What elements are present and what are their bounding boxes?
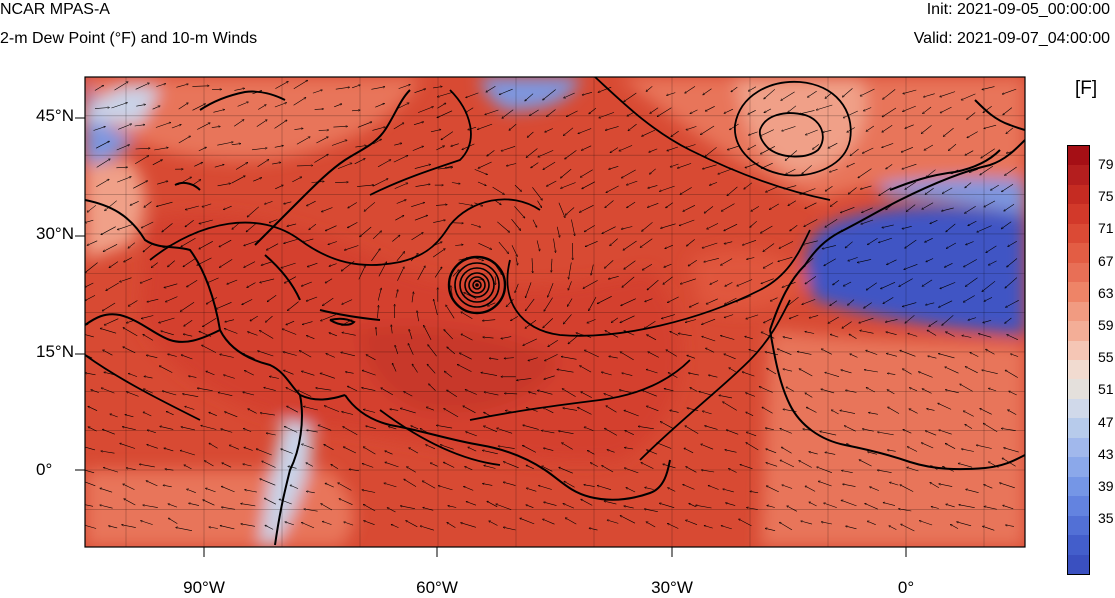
colorbar-segment [1068,204,1089,223]
lat-label-45n: 45°N [36,106,74,126]
colorbar-segment [1068,555,1089,574]
map-field [79,77,1025,549]
lon-label-30w: 30°W [651,578,693,598]
dewpoint-region [760,330,1025,547]
colorbar-tick-label: 51 [1098,381,1114,397]
colorbar-tick-label: 43 [1098,446,1114,462]
colorbar-segment [1068,496,1089,515]
colorbar-tick-label: 59 [1098,317,1114,333]
hurricane-center [475,283,479,287]
colorbar-segment [1068,360,1089,379]
lat-label-30n: 30°N [36,224,74,244]
colorbar-tick-label: 55 [1098,349,1114,365]
dewpoint-region [85,470,354,547]
colorbar-segment [1068,399,1089,418]
colorbar-segment [1068,341,1089,360]
colorbar-segment [1068,535,1089,554]
colorbar-tick-label: 71 [1098,220,1114,236]
colorbar-segment [1068,477,1089,496]
colorbar-tick-label: 79 [1098,156,1114,172]
lon-label-90w: 90°W [183,578,225,598]
lat-label-0: 0° [36,460,52,480]
colorbar-tick-label: 67 [1098,253,1114,269]
colorbar-tick-label: 35 [1098,510,1114,526]
colorbar-segment [1068,457,1089,476]
colorbar-segment [1068,185,1089,204]
colorbar-segment [1068,379,1089,398]
lon-label-60w: 60°W [416,578,458,598]
colorbar-segment [1068,146,1089,165]
colorbar-segment [1068,282,1089,301]
plot-subtitle: 2-m Dew Point (°F) and 10-m Winds [0,30,257,48]
colorbar-segment [1068,418,1089,437]
colorbar-segment [1068,321,1089,340]
plot-title: NCAR MPAS-A [0,1,110,19]
colorbar-segment [1068,243,1089,262]
colorbar-segment [1068,224,1089,243]
colorbar-tick-label: 47 [1098,414,1114,430]
colorbar-segment [1068,263,1089,282]
colorbar-segment [1068,165,1089,184]
colorbar-segment [1068,516,1089,535]
valid-time: Valid: 2021-09-07_04:00:00 [914,30,1110,48]
lat-label-15n: 15°N [36,342,74,362]
colorbar-segment [1068,302,1089,321]
colorbar-units: [F] [1075,78,1097,100]
colorbar-tick-label: 75 [1098,188,1114,204]
colorbar-tick-label: 39 [1098,478,1114,494]
colorbar-tick-label: 63 [1098,285,1114,301]
lon-label-0: 0° [898,578,914,598]
init-time: Init: 2021-09-05_00:00:00 [927,1,1110,19]
colorbar [1067,145,1090,575]
colorbar-segment [1068,438,1089,457]
